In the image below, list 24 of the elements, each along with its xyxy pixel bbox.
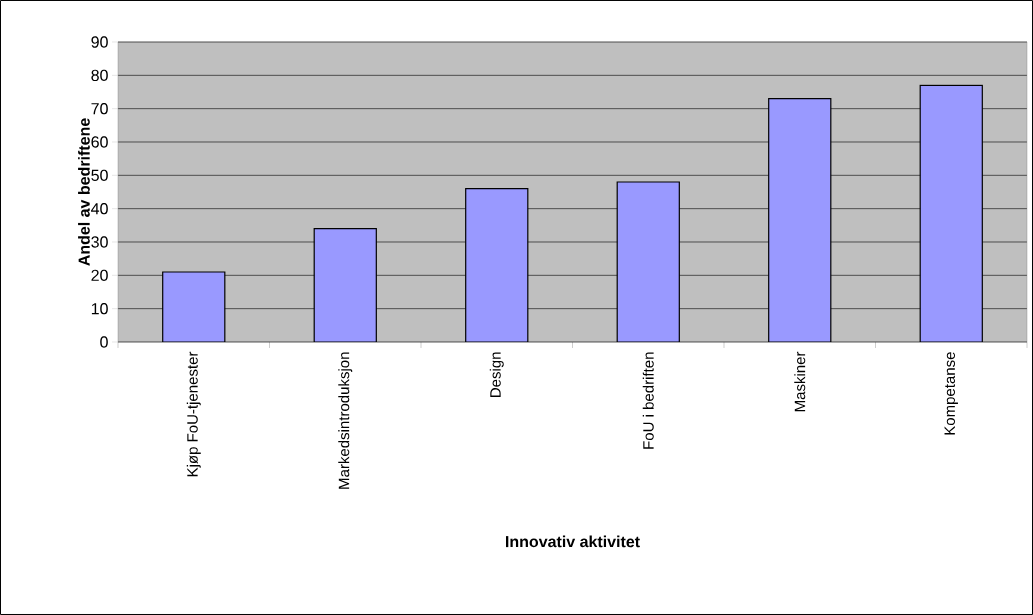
y-axis-title: Andel av bedriftene <box>78 118 90 266</box>
y-tick-label: 50 <box>91 169 108 181</box>
bar <box>616 181 680 342</box>
y-tick-label: 70 <box>91 103 108 115</box>
y-tick-label: 80 <box>91 69 108 81</box>
y-tick-label: 20 <box>91 269 108 281</box>
x-tick-label: Design <box>489 352 504 397</box>
bar <box>465 188 529 342</box>
y-tick-label: 10 <box>91 303 108 315</box>
y-tick-label: 60 <box>91 136 108 148</box>
x-tick-label: Maskiner <box>794 351 806 412</box>
bar <box>919 84 983 342</box>
y-tick-label: 90 <box>91 36 108 48</box>
x-tick-label: FoU i bedriften <box>642 352 654 449</box>
y-tick-label: 40 <box>91 203 108 215</box>
y-tick-label: 30 <box>91 236 108 248</box>
x-axis-title: Innovativ aktivitet <box>506 535 640 548</box>
bar <box>162 271 226 342</box>
bar <box>768 98 832 342</box>
x-tick-label: Markedsintroduksjon <box>338 352 353 489</box>
bar <box>313 228 377 342</box>
x-tick-label: Kompetanse <box>944 352 958 435</box>
x-tick-label: Kjøp FoU-tjenester <box>186 351 201 477</box>
y-tick-label: 0 <box>100 336 108 348</box>
